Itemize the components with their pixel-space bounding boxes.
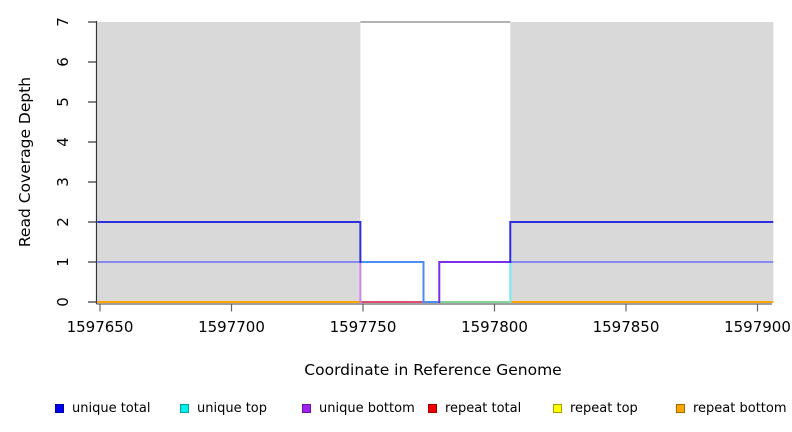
legend-swatch-icon	[553, 403, 562, 413]
x-tick-label: 1597750	[329, 318, 397, 336]
y-tick-label: 3	[54, 177, 72, 187]
y-tick-label: 6	[54, 57, 72, 67]
y-tick-label: 1	[54, 257, 72, 267]
legend-item-unique-bottom: unique bottom	[302, 400, 415, 416]
x-tick-label: 1597900	[724, 318, 791, 336]
legend-item-repeat-total: repeat total	[428, 400, 521, 416]
legend-label: repeat top	[570, 400, 638, 416]
legend-label: unique total	[72, 400, 151, 416]
shaded-region	[97, 22, 361, 303]
legend-swatch-icon	[676, 403, 685, 413]
y-axis-title: Read Coverage Depth	[16, 76, 34, 248]
y-tick-label: 5	[54, 97, 72, 107]
legend-label: unique top	[197, 400, 268, 416]
legend-item-unique-total: unique total	[55, 400, 150, 416]
legend-label: unique bottom	[319, 400, 415, 416]
y-tick-label: 7	[54, 17, 72, 27]
legend-label: repeat total	[445, 400, 522, 416]
y-tick-label: 0	[54, 297, 72, 307]
x-axis-title: Coordinate in Reference Genome	[304, 361, 562, 379]
x-tick-label: 1597650	[66, 318, 134, 336]
legend-item-unique-top: unique top	[180, 400, 267, 416]
shaded-region	[510, 22, 774, 303]
x-tick-label: 1597700	[198, 318, 265, 336]
legend-swatch-icon	[428, 403, 437, 413]
x-tick-label: 1597850	[592, 318, 660, 336]
x-tick-label: 1597800	[461, 318, 528, 336]
y-tick-label: 2	[54, 217, 72, 227]
legend-swatch-icon	[55, 403, 64, 413]
legend-swatch-icon	[180, 403, 189, 413]
legend-label: repeat bottom	[693, 400, 787, 416]
y-tick-label: 4	[54, 137, 72, 147]
legend-item-repeat-top: repeat top	[553, 400, 638, 416]
legend-item-repeat-bottom: repeat bottom	[676, 400, 787, 416]
legend-swatch-icon	[302, 403, 311, 413]
